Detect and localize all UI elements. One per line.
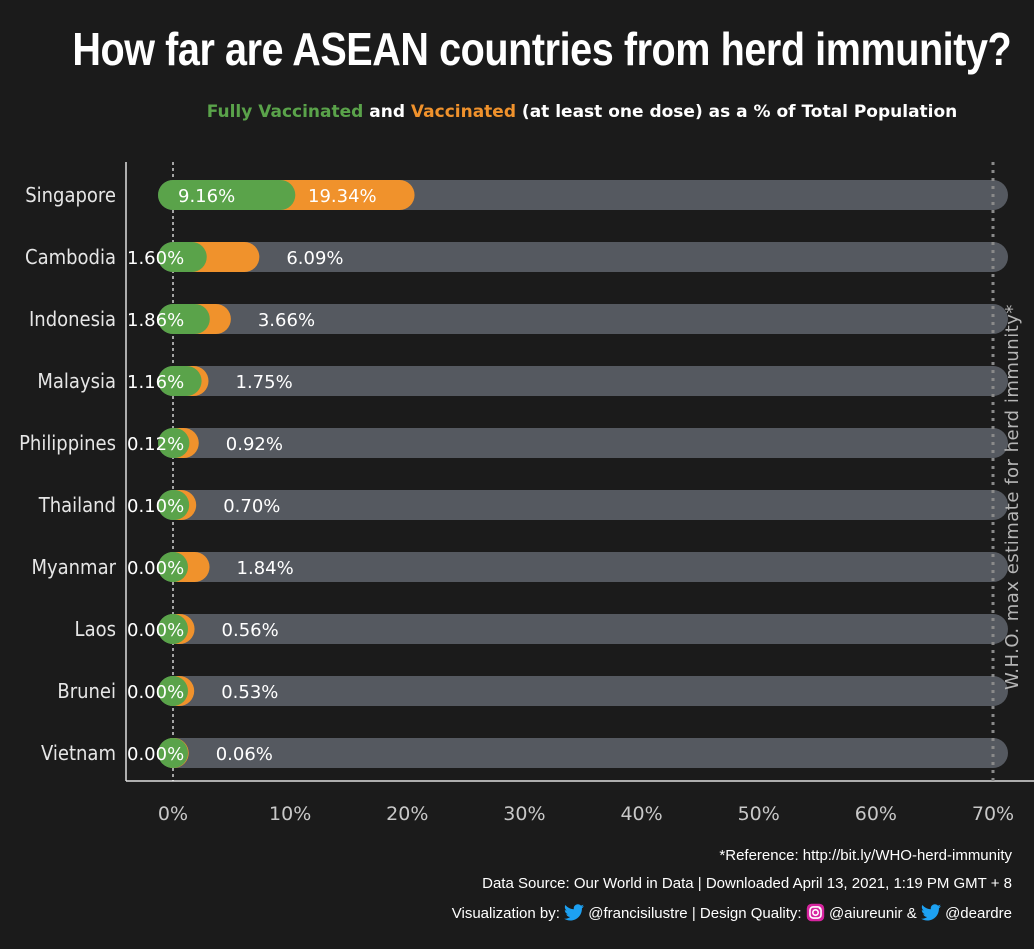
category-label: Thailand <box>38 494 116 517</box>
fully-vaccinated-point <box>159 428 190 458</box>
design-twitter-handle: @deardre <box>945 905 1012 922</box>
vaccinated-point <box>200 304 231 334</box>
fully-vaccinated-label: 0.00% <box>127 558 184 579</box>
vaccinated-label: 1.75% <box>236 372 293 393</box>
category-label: Cambodia <box>25 246 116 269</box>
fully-vaccinated-label: 1.86% <box>127 310 184 331</box>
x-tick-label: 0% <box>158 803 188 825</box>
chart-subtitle: Fully Vaccinated and Vaccinated (at leas… <box>0 102 1034 122</box>
viz-prefix: Visualization by: <box>451 905 565 922</box>
fully-vaccinated-point <box>265 180 296 210</box>
x-tick-label: 30% <box>503 803 545 825</box>
viz-twitter-handle: @francisilustre <box>588 905 688 922</box>
footer-credits: Visualization by: @francisilustre | Desi… <box>452 903 1012 922</box>
vaccinated-label: 0.56% <box>222 620 279 641</box>
vaccinated-label: 19.34% <box>308 186 377 207</box>
category-label: Myanmar <box>31 556 116 579</box>
vaccinated-label: 3.66% <box>258 310 315 331</box>
fully-vaccinated-label: 0.12% <box>127 434 184 455</box>
category-label: Brunei <box>57 680 116 703</box>
design-instagram-handle: @aiureunir <box>828 905 903 922</box>
vaccinated-label: 0.53% <box>221 682 278 703</box>
vaccinated-label: 0.70% <box>223 496 280 517</box>
fully-vaccinated-label: 9.16% <box>178 186 235 207</box>
x-tick-label: 20% <box>386 803 428 825</box>
vaccinated-point <box>179 552 210 582</box>
vaccinated-label: 0.92% <box>226 434 283 455</box>
fully-vaccinated-label: 1.16% <box>127 372 184 393</box>
x-tick-label: 50% <box>738 803 780 825</box>
x-tick-label: 40% <box>620 803 662 825</box>
fully-vaccinated-point <box>158 552 188 582</box>
category-label: Indonesia <box>29 308 116 331</box>
footer-reference: *Reference: http://bit.ly/WHO-herd-immun… <box>719 847 1012 864</box>
fully-vaccinated-point <box>159 490 190 520</box>
design-amp: & <box>902 905 921 922</box>
chart-title: How far are ASEAN countries from herd im… <box>72 23 1012 75</box>
fully-vaccinated-point <box>158 738 188 768</box>
fully-vaccinated-label: 0.10% <box>127 496 184 517</box>
fully-vaccinated-point <box>158 676 188 706</box>
subtitle-fully-vaccinated: Fully Vaccinated <box>206 102 364 122</box>
vaccinated-point <box>229 242 260 272</box>
instagram-icon <box>806 903 824 922</box>
subtitle-vaccinated: Vaccinated <box>410 102 517 122</box>
fully-vaccinated-point <box>171 366 202 396</box>
category-label: Malaysia <box>37 370 116 393</box>
category-label: Singapore <box>25 184 116 207</box>
vaccinated-label: 1.84% <box>237 558 294 579</box>
fully-vaccinated-point <box>158 614 188 644</box>
fully-vaccinated-label: 0.00% <box>127 682 184 703</box>
fully-vaccinated-start-cap <box>158 180 188 210</box>
vaccinated-point <box>384 180 415 210</box>
twitter-icon <box>920 904 941 921</box>
fully-vaccinated-label: 1.60% <box>127 248 184 269</box>
x-tick-label: 10% <box>269 803 311 825</box>
x-tick-label: 60% <box>855 803 897 825</box>
category-label: Philippines <box>19 432 116 455</box>
fully-vaccinated-point <box>179 304 210 334</box>
fully-vaccinated-point <box>176 242 207 272</box>
subtitle-rest: (at least one dose) as a % of Total Popu… <box>516 102 958 122</box>
category-label: Vietnam <box>41 742 116 765</box>
reference-label: W.H.O. max estimate for herd immunity* <box>1002 304 1023 690</box>
fully-vaccinated-label: 0.00% <box>127 620 184 641</box>
x-tick-label: 70% <box>972 803 1014 825</box>
footer-source: Data Source: Our World in Data | Downloa… <box>482 875 1012 892</box>
category-label: Laos <box>75 618 116 641</box>
fully-vaccinated-start-cap <box>158 304 188 334</box>
design-prefix: | Design Quality: <box>687 905 806 922</box>
vaccinated-label: 6.09% <box>286 248 343 269</box>
twitter-icon <box>564 904 585 921</box>
subtitle-and: and <box>363 102 411 122</box>
vaccinated-label: 0.06% <box>216 744 273 765</box>
fully-vaccinated-label: 0.00% <box>127 744 184 765</box>
